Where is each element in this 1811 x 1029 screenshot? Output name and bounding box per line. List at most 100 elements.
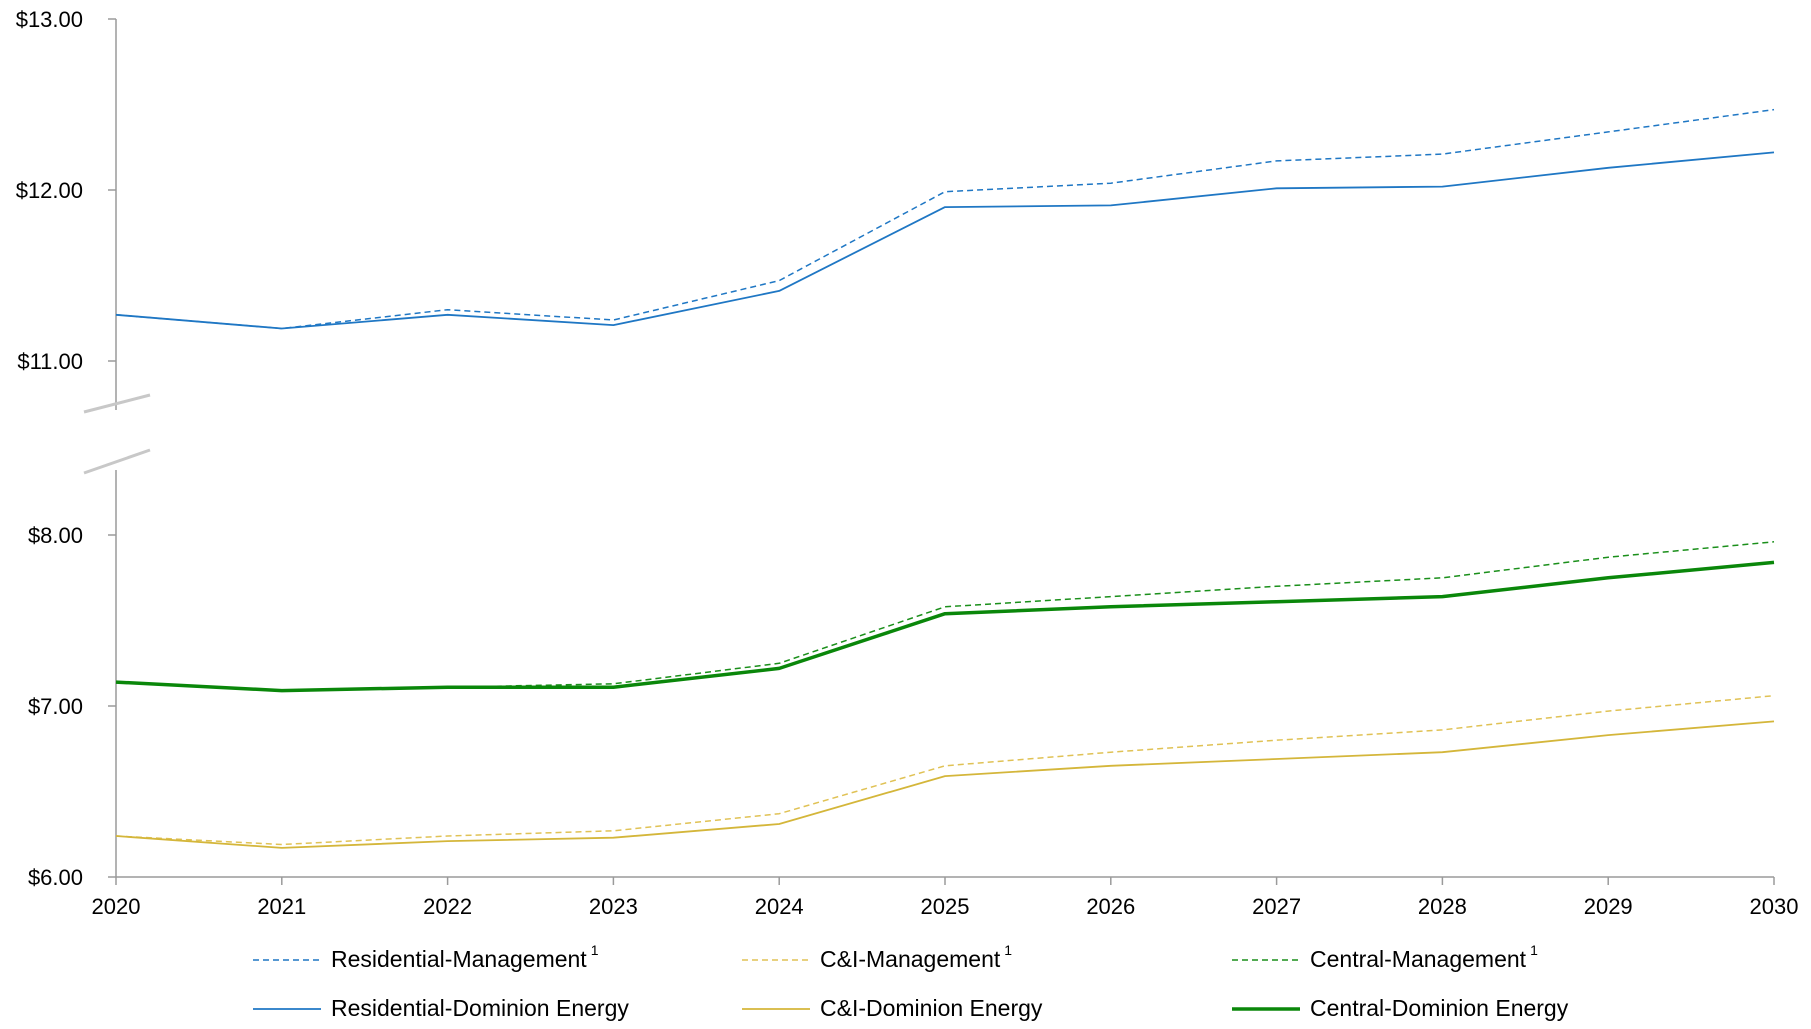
legend-label: C&I-Management 1 [820, 942, 1012, 972]
data-point [280, 327, 284, 331]
data-point [777, 279, 781, 283]
data-point [611, 323, 615, 327]
legend-footnote: 1 [591, 942, 599, 958]
x-tick-label: 2023 [589, 894, 638, 919]
series-line-2 [115, 694, 1775, 846]
data-point [1275, 584, 1279, 588]
data-point [1275, 757, 1279, 761]
data-point [1109, 750, 1113, 754]
data-point [1109, 203, 1113, 207]
data-point [446, 834, 450, 838]
data-point [446, 313, 450, 317]
legend: Residential-Management 1 C&I-Management 1 Ce… [253, 942, 1569, 1021]
data-point [1772, 694, 1776, 698]
data-point [446, 839, 450, 843]
data-point [943, 205, 947, 209]
legend-label: Central-Management 1 [1310, 942, 1538, 972]
data-point [611, 685, 615, 689]
y-tick-label: $8.00 [28, 523, 83, 548]
x-tick-label: 2027 [1252, 894, 1301, 919]
x-tick-label: 2022 [423, 894, 472, 919]
legend-label: Residential-Management 1 [331, 942, 599, 972]
data-point [777, 289, 781, 293]
data-point [777, 666, 781, 670]
axis-break-gap [86, 410, 146, 470]
data-point [1772, 719, 1776, 723]
data-point [1440, 576, 1444, 580]
data-point [943, 190, 947, 194]
legend-label: Residential-Dominion Energy [331, 995, 629, 1021]
y-tick-label: $11.00 [17, 349, 83, 374]
series-line-4 [115, 151, 1775, 330]
x-tick-label: 2025 [921, 894, 970, 919]
data-point [1275, 600, 1279, 604]
data-point [114, 313, 118, 317]
series-line-1 [115, 108, 1775, 330]
legend-item: Residential-Management 1 [253, 942, 599, 972]
data-point [446, 308, 450, 312]
data-point [114, 834, 118, 838]
data-point [280, 843, 284, 847]
x-tick-label: 2028 [1418, 894, 1467, 919]
data-point [777, 812, 781, 816]
x-tick-label: 2024 [755, 894, 804, 919]
data-point [1275, 738, 1279, 742]
data-point [280, 689, 284, 693]
legend-item: C&I-Management 1 [742, 942, 1012, 972]
series-lines [114, 108, 1776, 850]
legend-item: Central-Management 1 [1232, 942, 1538, 972]
data-point [1772, 108, 1776, 112]
data-point [1440, 728, 1444, 732]
data-point [1275, 186, 1279, 190]
legend-footnote: 1 [1004, 942, 1012, 958]
y-tick-label: $12.00 [16, 178, 83, 203]
x-tick-label: 2020 [92, 894, 141, 919]
data-point [1440, 750, 1444, 754]
data-point [114, 680, 118, 684]
x-tick-label: 2030 [1750, 894, 1799, 919]
data-point [611, 682, 615, 686]
data-point [1606, 709, 1610, 713]
data-point [1440, 152, 1444, 156]
data-point [1772, 150, 1776, 154]
legend-item: Central-Dominion Energy [1232, 995, 1569, 1021]
data-point [1109, 181, 1113, 185]
data-point [1606, 130, 1610, 134]
x-tick-label: 2021 [257, 894, 306, 919]
legend-label: Central-Dominion Energy [1310, 995, 1569, 1021]
axis-break-mark-lower [83, 448, 151, 475]
legend-item: C&I-Dominion Energy [742, 995, 1043, 1021]
data-point [1109, 764, 1113, 768]
legend-item: Residential-Dominion Energy [253, 995, 629, 1021]
data-point [1606, 733, 1610, 737]
data-point [1772, 540, 1776, 544]
data-point [1606, 576, 1610, 580]
series-line-6 [115, 560, 1775, 693]
data-point [446, 685, 450, 689]
data-point [1440, 595, 1444, 599]
data-point [1772, 560, 1776, 564]
data-point [611, 318, 615, 322]
x-tick-label: 2026 [1086, 894, 1135, 919]
data-point [777, 661, 781, 665]
data-point [943, 612, 947, 616]
data-point [1109, 595, 1113, 599]
data-point [1606, 555, 1610, 559]
axis-break-mark-upper [83, 393, 151, 414]
data-point [943, 774, 947, 778]
data-point [1606, 166, 1610, 170]
data-point [777, 822, 781, 826]
data-point [611, 829, 615, 833]
data-point [1275, 159, 1279, 163]
legend-label: C&I-Dominion Energy [820, 995, 1043, 1021]
data-point [1440, 185, 1444, 189]
legend-footnote: 1 [1530, 942, 1538, 958]
data-point [611, 836, 615, 840]
axes: $6.00 $7.00 $8.00 $11.00 $12.00 $13.00 2020 202… [16, 7, 1799, 919]
data-point [943, 605, 947, 609]
y-tick-label: $13.00 [16, 7, 83, 32]
x-tick-label: 2029 [1584, 894, 1633, 919]
data-point [280, 846, 284, 850]
